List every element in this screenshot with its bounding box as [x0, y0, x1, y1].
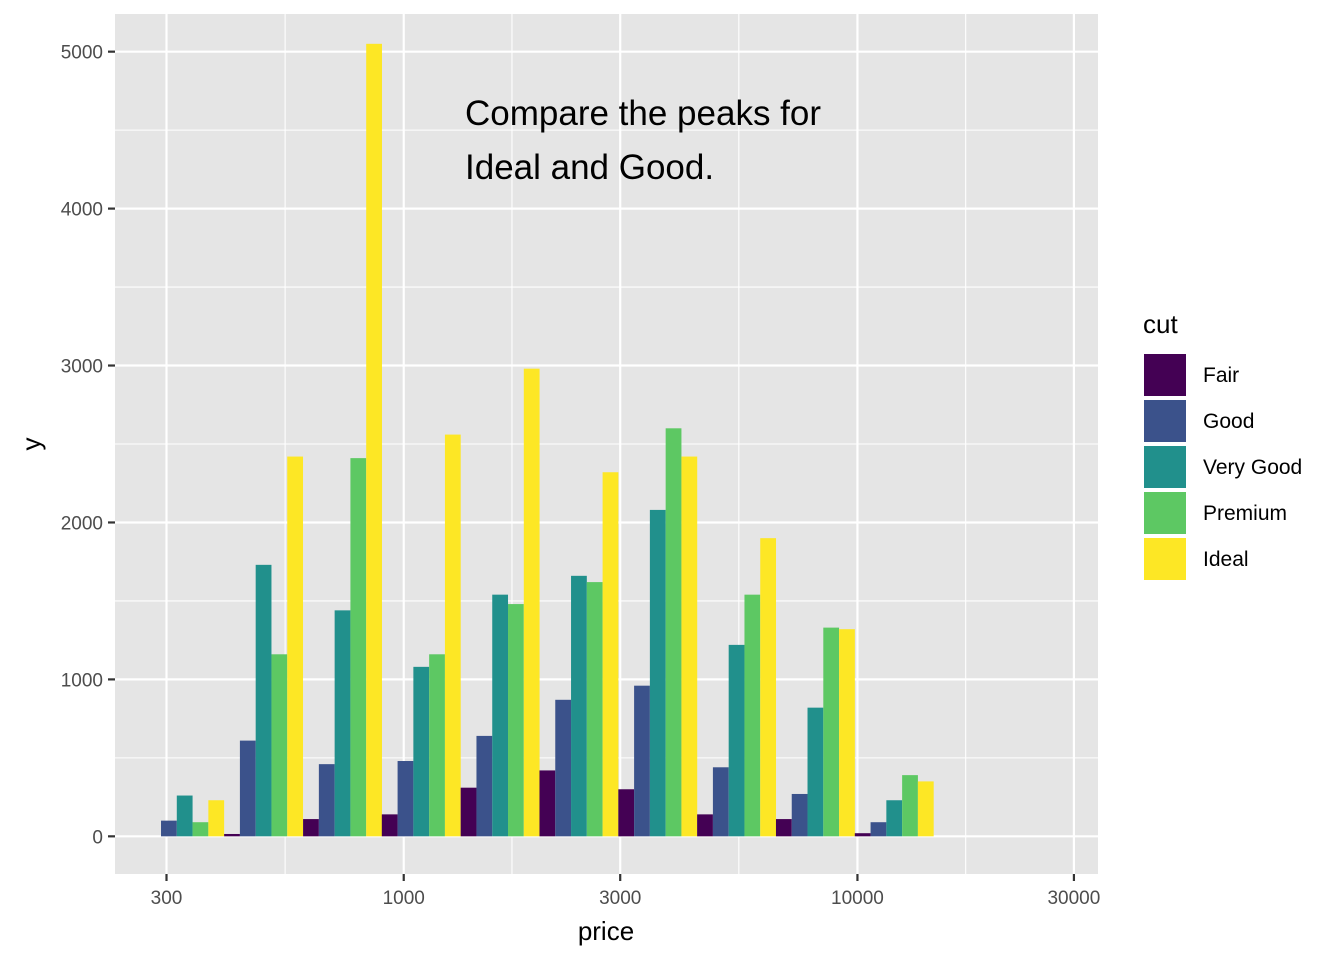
bars: [161, 43, 934, 837]
legend-label: Premium: [1203, 502, 1287, 525]
legend-label: Ideal: [1203, 548, 1249, 571]
bar-very-good: [176, 795, 193, 837]
y-tick-label: 5000: [61, 43, 103, 64]
bar-premium: [192, 822, 209, 837]
bar-fair: [303, 819, 319, 837]
bar-good: [239, 740, 256, 837]
y-tick-label: 4000: [61, 200, 103, 221]
bar-premium: [744, 594, 761, 837]
x-tick-label: 3000: [599, 888, 641, 909]
bar-very-good: [886, 800, 903, 837]
bar-premium: [271, 654, 288, 837]
bar-fair: [854, 833, 871, 837]
bar-premium: [508, 604, 524, 837]
legend-key: [1142, 352, 1188, 398]
annotation: Compare the peaks for Ideal and Good.: [465, 94, 821, 187]
bar-ideal: [444, 434, 461, 837]
bar-fair: [539, 770, 556, 837]
legend-key: [1142, 398, 1188, 444]
bar-very-good: [255, 564, 272, 837]
x-tick-label: 10000: [831, 888, 884, 909]
bar-fair: [460, 787, 477, 837]
bar-good: [791, 793, 808, 837]
bar-ideal: [287, 456, 304, 837]
legend-label: Good: [1203, 410, 1254, 433]
legend-label: Very Good: [1203, 456, 1302, 479]
bar-ideal: [208, 800, 225, 837]
bar-premium: [586, 582, 603, 837]
x-tick-label: 30000: [1047, 888, 1100, 909]
bar-good: [712, 767, 729, 837]
bar-ideal: [523, 368, 540, 837]
bar-good: [476, 735, 493, 837]
bar-very-good: [571, 575, 587, 837]
bar-ideal: [760, 538, 777, 837]
bar-ideal: [839, 629, 855, 837]
legend-key: [1142, 490, 1188, 536]
bar-fair: [775, 819, 792, 837]
bar-premium: [902, 775, 918, 837]
bar-very-good: [334, 610, 351, 837]
x-tick-label: 1000: [383, 888, 425, 909]
bar-good: [870, 822, 887, 837]
bar-good: [397, 761, 414, 837]
bar-good: [161, 820, 177, 837]
bar-ideal: [681, 456, 698, 837]
y-axis: 0 1000 2000 3000 4000 5000: [61, 43, 115, 848]
bar-fair: [224, 833, 240, 837]
bar-good: [555, 699, 572, 837]
bar-ideal: [602, 472, 619, 837]
bar-very-good: [413, 666, 430, 837]
bar-ideal: [917, 781, 934, 837]
x-axis-title: price: [578, 916, 634, 946]
bar-premium: [429, 654, 445, 837]
bar-very-good: [492, 594, 509, 837]
bar-premium: [350, 458, 367, 837]
bar-ideal: [366, 43, 382, 837]
legend-key: [1142, 444, 1188, 490]
bar-very-good: [649, 509, 666, 837]
bar-fair: [618, 789, 635, 837]
bar-good: [634, 685, 650, 837]
bar-premium: [823, 627, 840, 837]
bar-fair: [697, 814, 713, 837]
y-tick-label: 3000: [61, 357, 103, 378]
bar-premium: [665, 428, 682, 837]
annotation-line-1: Compare the peaks for: [465, 94, 821, 133]
x-tick-label: 300: [151, 888, 183, 909]
y-tick-label: 2000: [61, 513, 103, 534]
bar-fair: [381, 814, 398, 837]
annotation-line-2: Ideal and Good.: [465, 148, 714, 187]
legend-label: Fair: [1203, 364, 1239, 387]
x-axis: 300 1000 3000 10000 30000: [151, 874, 1100, 909]
y-tick-label: 0: [92, 827, 103, 848]
bar-very-good: [807, 707, 824, 837]
bar-very-good: [728, 644, 745, 837]
legend-key: [1142, 536, 1188, 582]
bar-good: [318, 764, 335, 837]
legend: cut Fair Good Very Good Premium Ideal: [1142, 309, 1302, 582]
y-axis-title: y: [16, 438, 46, 451]
legend-title: cut: [1143, 309, 1178, 339]
y-tick-label: 1000: [61, 670, 103, 691]
